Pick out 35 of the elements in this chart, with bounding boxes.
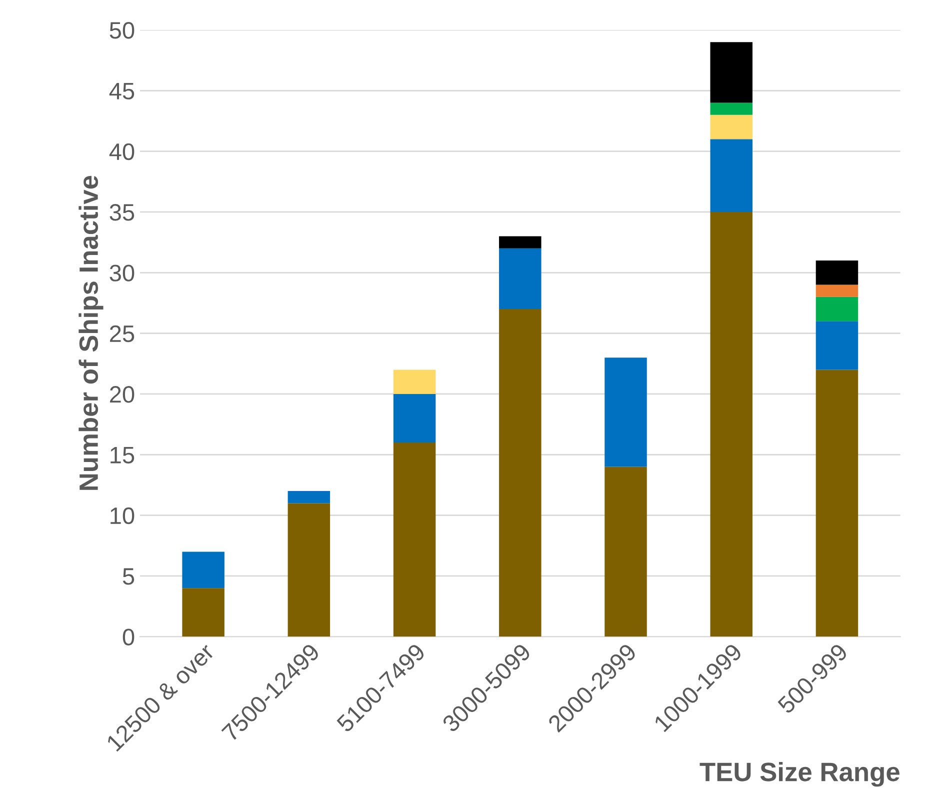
bar — [604, 358, 647, 467]
bar — [710, 42, 752, 103]
bar — [710, 114, 752, 140]
bar — [816, 321, 858, 370]
bar — [393, 394, 436, 443]
y-tick-label: 0 — [122, 628, 134, 646]
y-tick-label: 25 — [110, 325, 134, 342]
bar — [182, 552, 224, 588]
bar — [604, 466, 647, 637]
y-axis-title: Number of Ships Inactive — [78, 176, 104, 490]
y-tick-label: 5 — [122, 568, 134, 585]
y-tick-label: 50 — [110, 22, 134, 39]
bar — [393, 370, 436, 394]
bar — [710, 139, 752, 212]
bar — [288, 491, 330, 504]
bar — [816, 370, 858, 637]
bar — [499, 309, 542, 637]
bar — [710, 102, 752, 115]
y-tick-label: 30 — [110, 264, 134, 282]
y-tick-label: 35 — [110, 204, 134, 221]
x-axis-title: TEU Size Range — [700, 762, 900, 787]
bar — [499, 248, 542, 310]
bar — [288, 503, 330, 637]
y-tick-label: 20 — [110, 386, 134, 403]
y-tick-label: 10 — [110, 507, 134, 524]
bar — [182, 588, 224, 637]
bar — [816, 260, 858, 285]
bar — [816, 284, 858, 297]
y-tick-label: 45 — [109, 82, 134, 100]
y-tick-label: 40 — [109, 143, 134, 160]
bar — [816, 296, 858, 322]
bar — [499, 236, 542, 248]
bar — [393, 442, 436, 637]
bar — [710, 212, 752, 637]
y-tick-label: 15 — [110, 446, 134, 464]
